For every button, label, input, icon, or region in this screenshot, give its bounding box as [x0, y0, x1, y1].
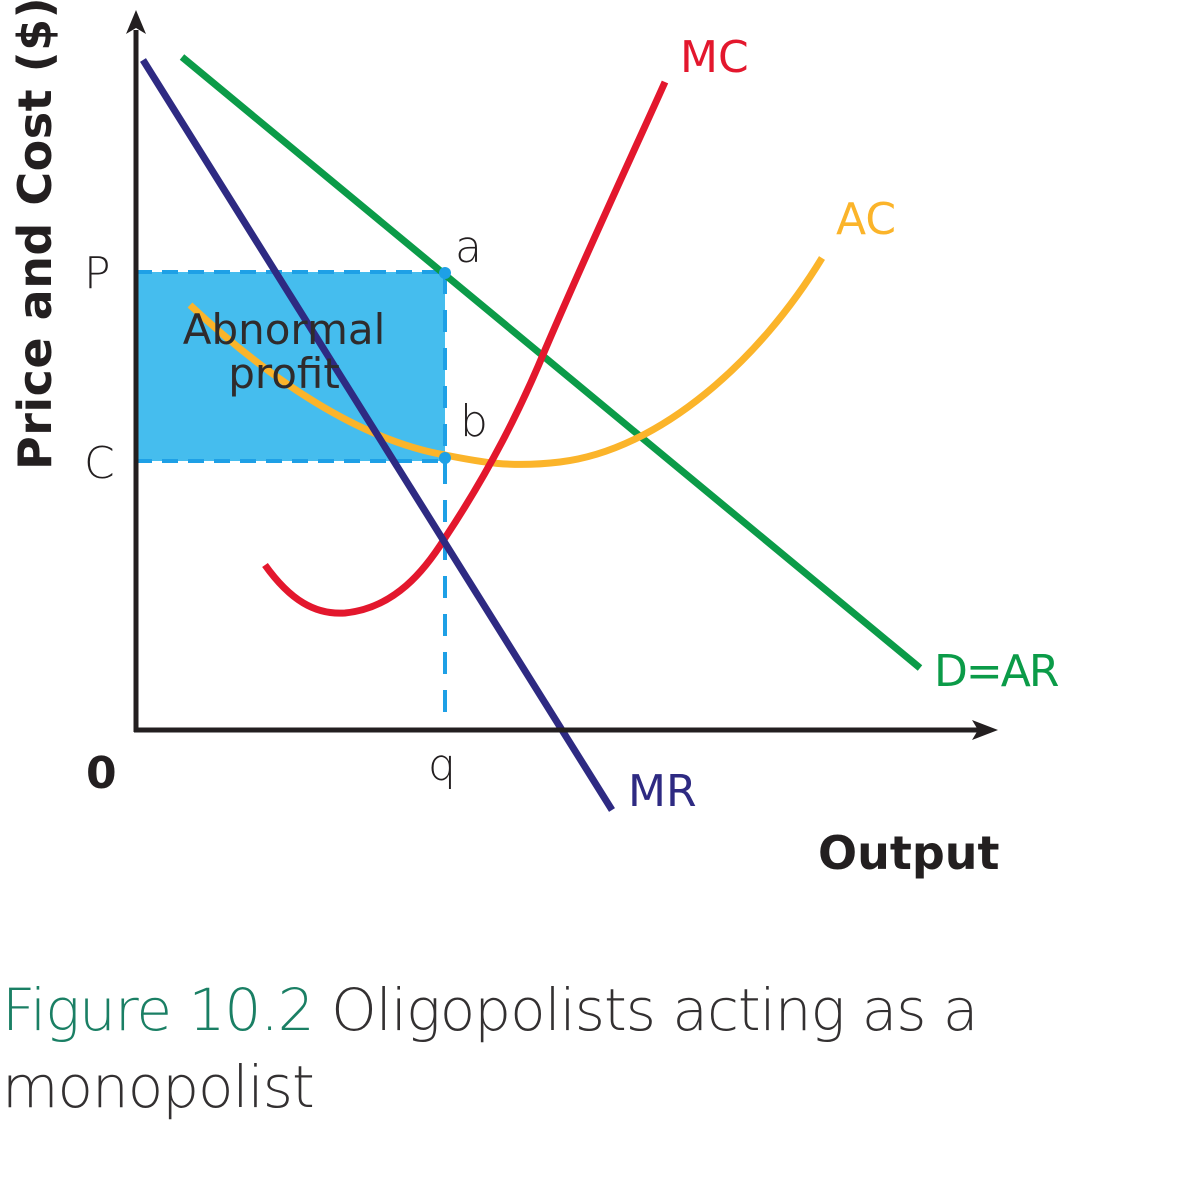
- y-tick-c: C: [84, 438, 115, 489]
- figure-caption-text: Oligopolists acting as a monopolist: [2, 976, 978, 1122]
- demand-ar-curve: [179, 54, 923, 671]
- mr-curve: [140, 58, 615, 812]
- y-tick-p: P: [84, 248, 111, 299]
- abnormal-profit-label: Abnormal profit: [160, 305, 408, 399]
- y-axis-arrow-icon: [126, 10, 146, 34]
- mc-label: MC: [680, 32, 749, 83]
- figure-number: Figure 10.2: [2, 976, 315, 1044]
- abnormal-profit-area: [136, 272, 445, 461]
- point-a-marker: [439, 267, 451, 279]
- abnormal-profit-line2: profit: [228, 349, 340, 399]
- point-a-label: a: [455, 222, 482, 273]
- demand-ar-label: D=AR: [934, 646, 1059, 697]
- point-b-label: b: [460, 396, 488, 447]
- ac-label: AC: [836, 194, 897, 245]
- x-axis-title: Output: [818, 826, 1000, 880]
- abnormal-profit-line1: Abnormal: [182, 305, 386, 354]
- x-axis-arrow-icon: [972, 720, 998, 740]
- mr-label: MR: [628, 766, 697, 817]
- point-b-marker: [439, 452, 451, 464]
- figure-caption: Figure 10.2 Oligopolists acting as a mon…: [2, 972, 1182, 1126]
- origin-label: 0: [86, 748, 117, 799]
- y-axis-title: Price and Cost ($): [8, 0, 62, 470]
- x-tick-q: q: [428, 740, 456, 791]
- mc-curve: [262, 80, 669, 617]
- chart-plot-area: [126, 10, 998, 812]
- ac-curve: [187, 256, 825, 468]
